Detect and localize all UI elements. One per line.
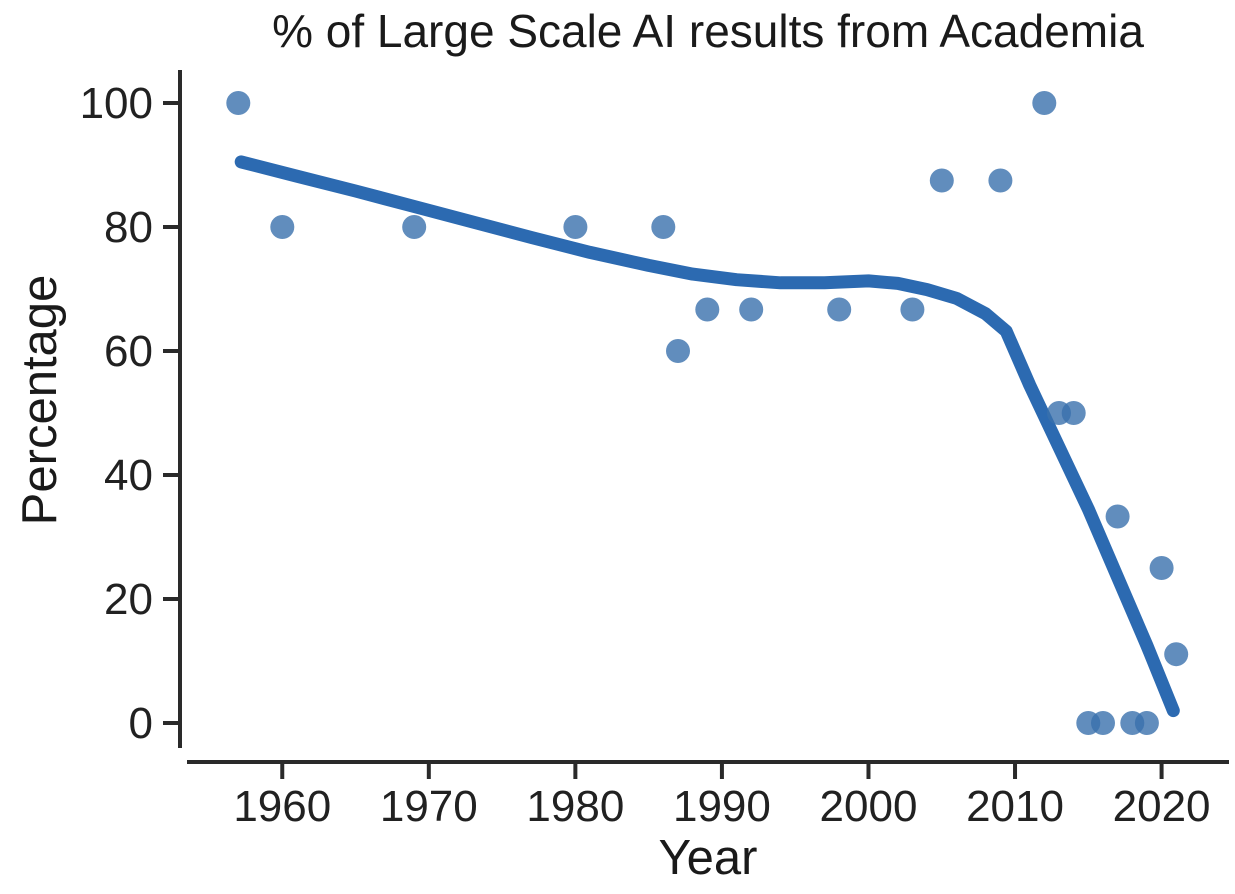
data-point — [666, 339, 690, 363]
y-tick-label: 60 — [104, 327, 153, 376]
data-point — [563, 215, 588, 239]
data-point — [1164, 642, 1189, 667]
data-point — [929, 168, 954, 193]
x-tick-label: 2020 — [1113, 782, 1211, 831]
x-tick-label: 1960 — [233, 782, 331, 831]
y-tick-label: 100 — [80, 79, 153, 128]
data-point — [1149, 556, 1174, 580]
scatter-points-group — [226, 91, 1189, 735]
data-point — [827, 297, 852, 322]
trend-line-group — [234, 155, 1180, 718]
data-point — [695, 297, 720, 322]
y-tick-label: 0 — [129, 699, 153, 748]
data-point — [226, 91, 251, 115]
data-point — [900, 297, 925, 322]
x-tick-label: 2010 — [966, 782, 1064, 831]
y-tick-label: 20 — [104, 575, 153, 624]
y-axis-label: Percentage — [13, 275, 67, 526]
trend-line — [234, 155, 1180, 718]
data-point — [1061, 401, 1086, 425]
axes: 0 20 40 60 80 100 1960 1970 1980 1990 2000 2010 2020 — [80, 70, 1229, 831]
data-point — [402, 215, 427, 239]
data-point — [1105, 504, 1130, 529]
x-tick-label: 2000 — [820, 782, 918, 831]
data-point — [651, 215, 676, 239]
x-axis-label: Year — [658, 831, 757, 885]
data-point — [1091, 711, 1115, 735]
y-tick-label: 40 — [104, 451, 153, 500]
y-tick-label: 80 — [104, 203, 153, 252]
data-point — [739, 297, 764, 322]
x-tick-label: 1980 — [526, 782, 624, 831]
x-tick-label: 1990 — [673, 782, 771, 831]
data-point — [1032, 91, 1057, 115]
chart-title: % of Large Scale AI results from Academi… — [272, 5, 1144, 57]
data-point — [1134, 711, 1159, 735]
data-point — [270, 215, 295, 239]
x-tick-label: 1970 — [380, 782, 478, 831]
data-point — [988, 168, 1013, 193]
